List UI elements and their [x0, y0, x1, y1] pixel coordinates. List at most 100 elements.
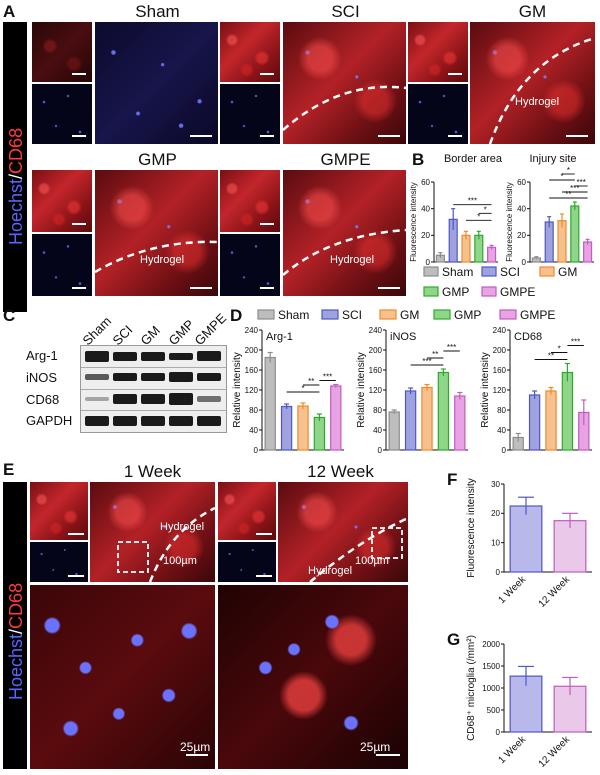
y-tick-label-B-border: 40 [421, 204, 430, 213]
gmpe-hoechst-thumb [220, 234, 280, 296]
group-label-sci: SCI [331, 2, 360, 21]
significance-mark-B-injury: ** [565, 190, 571, 199]
significance-mark-D-cd68: *** [571, 338, 580, 347]
scale-bars [72, 73, 588, 289]
bar-D-inos-gmp [437, 371, 450, 451]
significance-mark-B-injury: * [560, 172, 563, 181]
bar-D-arg1-gmp [313, 416, 326, 451]
legend-swatch-gmpe [481, 286, 497, 297]
gmp-hydrogel-label: Hydrogel [140, 254, 185, 266]
bar-B-injury-gmpe [583, 241, 593, 263]
protein-label-gapdh: GAPDH [26, 413, 73, 428]
y-tick-label-D-arg1: 160 [245, 366, 259, 375]
bar-D-arg1-gm [297, 405, 309, 451]
gmpe-boundary-line [282, 228, 407, 276]
panel-b-subtitle-injury: Injury site [529, 153, 577, 165]
sham-cd68-thumb [32, 22, 92, 82]
y-tick-label-D-inos: 160 [369, 366, 383, 375]
y-tick-label-D-arg1: 80 [249, 406, 258, 415]
y-tick-label-F: 30 [491, 480, 500, 489]
y-tick-label-D-cd68: 200 [493, 346, 507, 355]
timepoint-label-1week: 1 Week [123, 462, 182, 481]
y-tick-label-G: 500 [487, 706, 501, 715]
panel-f-chart: 0 10 20 30 Fluorescence intensity 1 Week 12 We… [466, 478, 592, 610]
bar-D-cd68-gm [545, 390, 557, 451]
y-tick-label-G: 1500 [482, 662, 500, 671]
protein-label-inos: iNOS [26, 370, 58, 385]
y-axis-label-B-injury: Fluorescence intensity [505, 182, 514, 262]
x-tick-label-G: 1 Week [496, 734, 528, 766]
sci-hoechst-thumb [220, 84, 280, 144]
12week-merge-image [278, 482, 408, 582]
y-tick-label-D-cd68: 80 [497, 406, 506, 415]
sci-boundary-line [282, 85, 407, 131]
significance-mark-B-injury: *** [577, 178, 586, 187]
y-tick-label-D-arg1: 120 [245, 386, 259, 395]
significance-mark-D-inos: *** [422, 357, 431, 366]
y-tick-label-D-cd68: 240 [493, 326, 507, 335]
bar-D-cd68-gmp [561, 371, 574, 451]
bar-B-border-gmpe [487, 246, 497, 263]
panel-e-label: E [3, 460, 15, 479]
y-tick-label-B-injury: 20 [517, 231, 526, 240]
gm-merge-image [470, 22, 595, 144]
significance-mark-D-arg1: * [301, 384, 304, 393]
gmpe-cd68-thumb [220, 170, 280, 232]
bar-D-cd68-sci [528, 394, 541, 451]
panel-g-label: G [447, 630, 461, 649]
bar-D-arg1-sham [264, 356, 276, 451]
1week-scale-label: 100µm [163, 555, 197, 567]
y-tick-label-D-arg1: 40 [249, 426, 258, 435]
y-tick-label-D-inos: 0 [378, 446, 383, 455]
y-tick-label-D-cd68: 40 [497, 426, 506, 435]
y-tick-label-B-injury: 0 [522, 258, 527, 267]
gmp-hoechst-thumb [32, 234, 92, 296]
bar-D-inos-sci [404, 390, 417, 451]
bar-D-inos-sham [388, 411, 400, 451]
sci-merge-image [283, 22, 406, 144]
panel-a-side-bar [3, 22, 27, 312]
12week-scale-label: 100µm [355, 555, 389, 567]
legend-item-gmp: GMP [423, 285, 469, 299]
panel-b-label: B [412, 150, 425, 169]
chart-D-arg1: 0 40 80 120 160 200 240 Relative intensity Arg-1… [232, 326, 344, 455]
y-tick-label-D-arg1: 240 [245, 326, 259, 335]
significance-mark-D-cd68: ** [548, 352, 554, 361]
bar-D-inos-gm [421, 386, 433, 451]
significance-mark-B-injury: *** [570, 184, 579, 193]
group-label-gm: GM [518, 2, 547, 21]
legend-d-item-sham: Sham [257, 308, 309, 322]
chart-title-D-cd68: CD68 [514, 331, 542, 343]
gmp-cd68-thumb [32, 170, 92, 232]
y-tick-label-B-injury: 60 [517, 178, 526, 187]
significance-mark-B-border: *** [468, 197, 477, 206]
legend-d-label-sci: SCI [342, 308, 362, 322]
y-tick-label-B-injury: 40 [517, 204, 526, 213]
y-axis-label-B-border: Fluorescence intensity [409, 182, 418, 262]
legend-d-swatch-gmp [433, 309, 451, 320]
chart-G: 0 500 1000 1500 2000 CD68⁺ microglia (/mm²) 1 … [466, 635, 592, 770]
panel-g-chart: 0 500 1000 1500 2000 CD68⁺ microglia (/mm²) 1 … [466, 635, 592, 770]
panel-d-label: D [230, 306, 243, 325]
panel-c-label: C [3, 306, 16, 325]
bar-B-border-gmp [474, 234, 484, 263]
legend-label-gmpe: GMPE [500, 285, 535, 299]
1week-hydrogel-label: Hydrogel [160, 521, 205, 533]
y-tick-label-D-inos: 120 [369, 386, 383, 395]
y-tick-label-F: 0 [496, 568, 501, 577]
bar-D-arg1-sci [280, 405, 293, 451]
significance-mark-B-injury: * [567, 166, 570, 175]
y-tick-label-D-cd68: 160 [493, 366, 507, 375]
y-axis-label-G: CD68⁺ microglia (/mm²) [466, 635, 477, 741]
y-tick-label-G: 1000 [482, 684, 500, 693]
chart-D-inos: 0 40 80 120 160 200 240 Relative intensity iNOS *… [356, 326, 468, 455]
gm-boundary-line [488, 36, 596, 145]
1week-merge-image [90, 482, 215, 582]
panel-e-overlay [68, 506, 409, 756]
significance-mark-B-border: * [484, 205, 487, 214]
bar-D-arg1-gmpe [330, 385, 342, 451]
gm-cd68-thumb [408, 22, 468, 82]
legend-d-swatch-sham [257, 309, 275, 320]
1week-cd68-thumb [30, 482, 88, 540]
